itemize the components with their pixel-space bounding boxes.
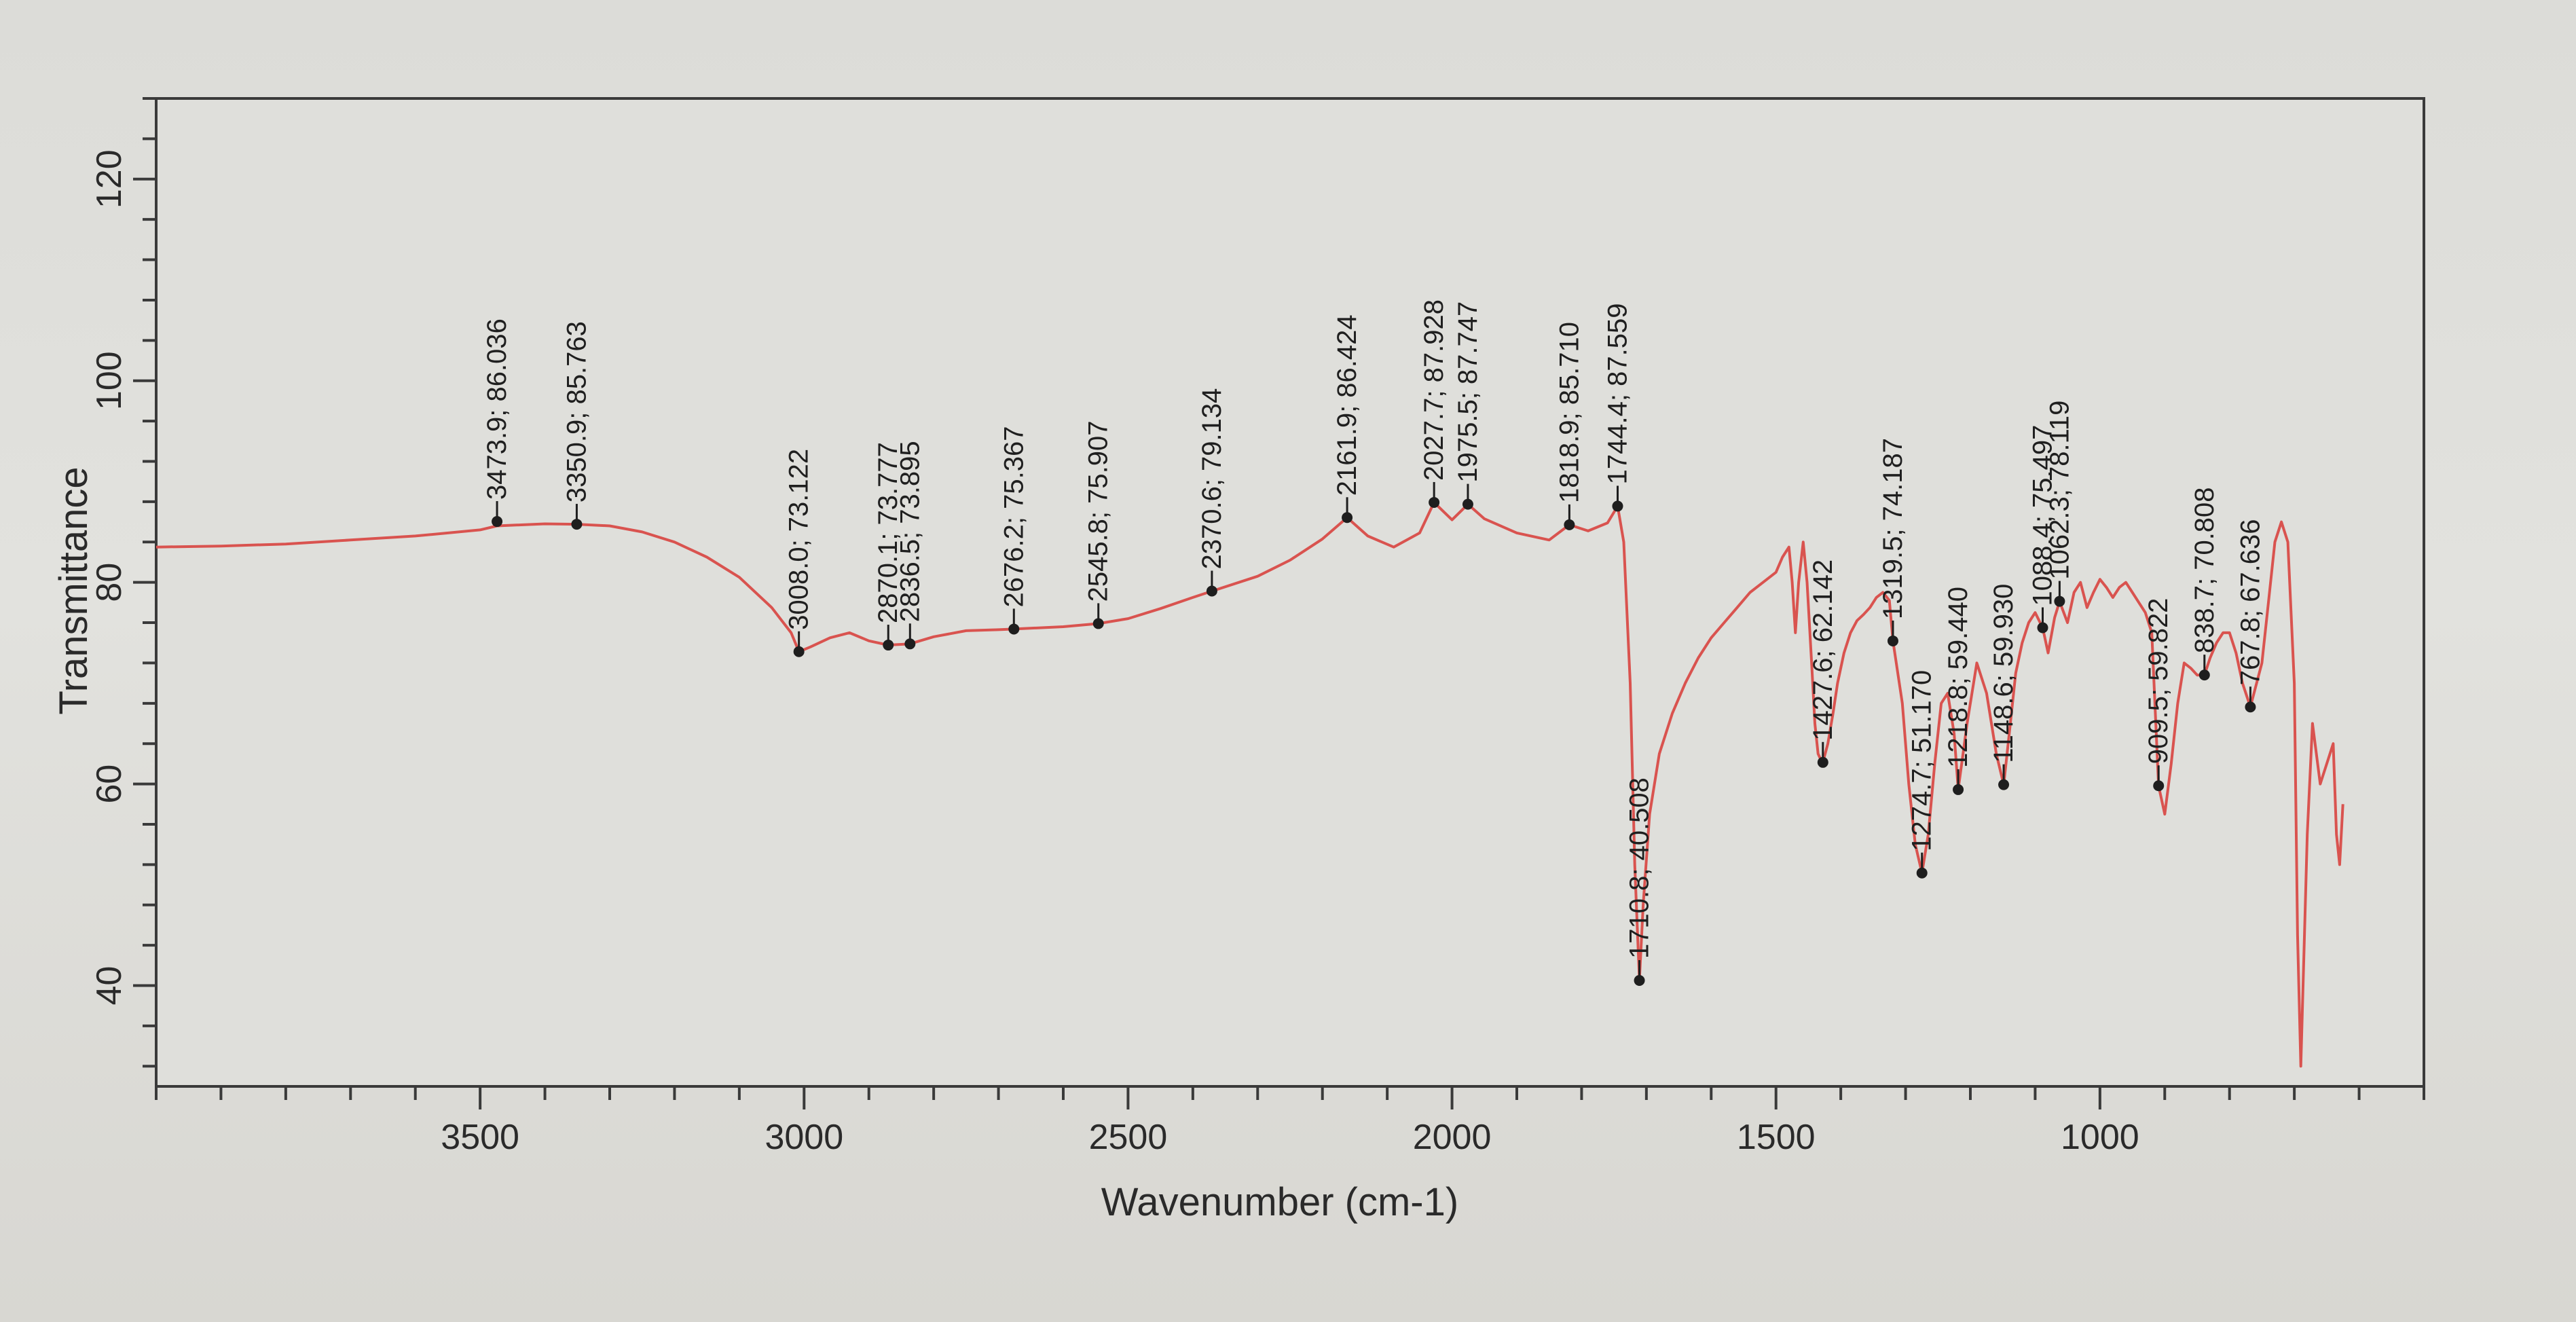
x-tick-label: 3500 [441, 1118, 519, 1157]
axis-ticks: 3500 3000 2500 2000 1500 1000 40 60 80 100 120 [90, 97, 2425, 1157]
peak-marker [1612, 500, 1623, 512]
peak-marker [2198, 669, 2210, 681]
peak-marker [1008, 623, 1020, 635]
y-tick-label: 80 [90, 563, 129, 602]
peak-marker [1916, 867, 1928, 879]
peak-label: 1218.8; 59.440 [1943, 587, 1973, 768]
peak-label: 838.7; 70.808 [2190, 487, 2220, 653]
peak-marker [1462, 498, 1473, 510]
peak-marker [2054, 595, 2065, 607]
peak-label: 1088.4; 75.497 [2027, 425, 2057, 606]
peak-marker [1887, 635, 1898, 646]
peak-marker [1634, 974, 1645, 986]
peak-marker [904, 638, 916, 650]
peak-label: 1710.8; 40.508 [1625, 777, 1655, 959]
y-tick-label: 120 [90, 149, 129, 208]
peak-marker [1342, 512, 1353, 524]
x-tick-label: 1000 [2061, 1118, 2139, 1157]
peak-label: 1319.5; 74.187 [1878, 438, 1908, 619]
peak-label: 2161.9; 86.424 [1332, 314, 1362, 496]
y-tick-label: 60 [90, 765, 129, 804]
y-tick-label: 40 [90, 966, 129, 1006]
peak-label: 1148.6; 59.930 [1989, 584, 2019, 763]
peak-label: 1274.7; 51.170 [1907, 670, 1937, 851]
x-axis-title: Wavenumber (cm-1) [1101, 1180, 1458, 1224]
peak-marker [2153, 780, 2165, 792]
peak-label: 1818.9; 85.710 [1554, 322, 1584, 503]
peak-label: 909.5; 59.822 [2143, 598, 2173, 765]
peak-label: 2836.5; 73.895 [895, 441, 925, 622]
peak-marker [1998, 779, 2010, 790]
peak-marker [1817, 756, 1828, 768]
peak-marker [1953, 784, 1964, 795]
peak-marker [883, 640, 894, 651]
peak-label: 2870.1; 73.777 [873, 442, 903, 623]
plot-area [155, 97, 2425, 1088]
peak-label: 3008.0; 73.122 [784, 449, 814, 630]
peak-label: 2545.8; 75.907 [1084, 420, 1114, 602]
x-tick-label: 1500 [1737, 1118, 1816, 1157]
spectrum-line [155, 500, 2344, 1068]
y-tick-label: 100 [90, 351, 129, 410]
peak-label: 1427.6; 62.142 [1808, 559, 1838, 741]
peak-marker [492, 516, 503, 528]
peak-label: 767.8; 67.636 [2235, 519, 2265, 686]
peak-label: 1975.5; 87.747 [1453, 301, 1483, 483]
y-axis-title: Transmittance [52, 466, 96, 714]
x-tick-label: 3000 [765, 1118, 843, 1157]
peak-marker [1564, 519, 1575, 530]
peak-marker [2245, 701, 2256, 713]
x-tick-label: 2500 [1089, 1118, 1168, 1157]
peak-label: 1062.3; 78.119 [2044, 401, 2074, 580]
peak-label: 3350.9; 85.763 [562, 321, 591, 502]
peak-marker [571, 519, 583, 530]
peak-marker [793, 646, 805, 657]
peak-label: 2370.6; 79.134 [1197, 388, 1227, 570]
peak-label: 2676.2; 75.367 [999, 426, 1029, 608]
peak-label: 1744.4; 87.559 [1602, 304, 1632, 485]
peak-label: 2027.7; 87.928 [1419, 299, 1449, 481]
peak-marker [2037, 622, 2048, 634]
peak-marker [1092, 618, 1104, 629]
peak-annotations: 3473.9; 86.036 3350.9; 85.763 3008.0; 73.1… [482, 299, 2265, 986]
peak-marker [1206, 585, 1217, 597]
peak-label: 3473.9; 86.036 [482, 318, 512, 500]
x-tick-label: 2000 [1413, 1118, 1492, 1157]
spectrum-series [155, 500, 2344, 1068]
peak-marker [1429, 496, 1440, 508]
